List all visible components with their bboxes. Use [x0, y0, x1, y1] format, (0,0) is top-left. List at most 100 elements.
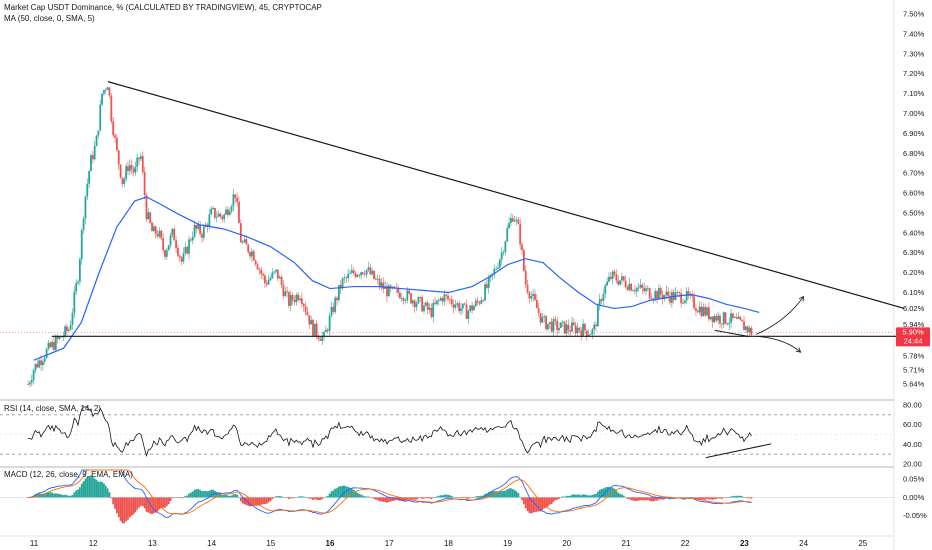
- candle-body: [267, 280, 270, 285]
- candle-body: [591, 329, 594, 335]
- candle-body: [561, 321, 564, 323]
- macd-histogram-bar: [393, 497, 396, 501]
- candle-body: [208, 214, 211, 228]
- time-axis[interactable]: 11 12 13 14 15 16 17 18 19 20 21 22 23 24 25: [30, 539, 868, 548]
- projection-down-arrow[interactable]: [756, 335, 801, 353]
- candle-body: [254, 260, 257, 265]
- macd-histogram-bar: [652, 497, 655, 502]
- macd-histogram-bar: [702, 497, 705, 500]
- macd-histogram-bar: [371, 497, 374, 498]
- macd-histogram-bar: [67, 495, 70, 498]
- candle-body: [234, 194, 237, 198]
- candle-body: [241, 242, 244, 244]
- candle-body: [563, 321, 566, 334]
- candle-body: [434, 302, 436, 304]
- candle-body: [719, 315, 721, 324]
- macd-histogram-bar: [456, 497, 459, 498]
- candle-body: [193, 225, 196, 237]
- macd-histogram-bar: [262, 497, 264, 505]
- macd-histogram-bar: [602, 488, 605, 498]
- candle-body: [478, 302, 481, 304]
- macd-histogram-bar: [251, 497, 253, 506]
- candle-body: [130, 165, 133, 169]
- candle-body: [280, 276, 283, 285]
- price-tick-label: 6.10%: [903, 288, 925, 297]
- candle-body: [158, 230, 161, 237]
- macd-histogram-bar: [713, 497, 716, 500]
- candle-body: [151, 222, 153, 232]
- macd-histogram-bar: [260, 497, 263, 505]
- macd-histogram-bar: [402, 497, 405, 502]
- macd-histogram-bar: [41, 493, 44, 498]
- date-tick-label: 11: [30, 539, 39, 548]
- macd-histogram-bar: [341, 485, 344, 498]
- macd-histogram-bar: [82, 481, 85, 498]
- candle-body: [543, 316, 546, 318]
- candle-body: [397, 287, 399, 293]
- macd-histogram-bar: [369, 497, 372, 498]
- macd-histogram-bar: [273, 497, 276, 498]
- wedge-support-trendline[interactable]: [714, 329, 748, 337]
- macd-histogram-bar: [236, 494, 239, 498]
- candle-body: [428, 307, 431, 310]
- candle-body: [493, 268, 496, 274]
- macd-histogram-bar: [354, 491, 357, 498]
- macd-histogram-bar: [308, 497, 311, 499]
- candle-body: [371, 270, 374, 275]
- macd-histogram-bar: [589, 495, 592, 498]
- candle-body: [704, 306, 707, 316]
- macd-histogram-bar: [302, 496, 305, 498]
- price-axis[interactable]: 7.50% 7.40% 7.30% 7.20% 7.10% 7.00% 6.90% 6.80%…: [903, 9, 925, 388]
- macd-tick-label: -0.05%: [903, 511, 927, 520]
- candle-body: [47, 342, 50, 350]
- macd-histogram-bar: [193, 489, 196, 498]
- rsi-trendline[interactable]: [705, 443, 772, 459]
- candle-body: [421, 297, 424, 312]
- candle-body: [149, 212, 152, 223]
- candle-body: [535, 299, 538, 309]
- candle-body: [406, 290, 409, 301]
- macd-histogram-bar: [269, 497, 272, 502]
- candle-body: [463, 303, 466, 305]
- macd-histogram-bar: [441, 495, 444, 498]
- ma-legend[interactable]: MA (50, close, 0, SMA, 5): [4, 14, 95, 23]
- candle-body: [711, 316, 714, 323]
- macd-histogram-bar: [424, 497, 427, 499]
- rsi-axis[interactable]: 80.00 60.00 40.00 20.00: [903, 400, 922, 468]
- candle-body: [448, 299, 451, 301]
- candle-body: [49, 342, 52, 348]
- candle-body: [713, 316, 716, 323]
- candle-body: [152, 226, 155, 232]
- candle-body: [447, 295, 449, 300]
- macd-histogram-bar: [639, 497, 642, 501]
- macd-legend[interactable]: MACD (12, 26, close, 9, EMA, EMA): [4, 470, 133, 479]
- candle-body: [476, 300, 479, 303]
- candle-body: [630, 283, 633, 291]
- projection-up-arrow[interactable]: [756, 296, 804, 335]
- candle-body: [117, 150, 120, 165]
- candle-body: [737, 316, 740, 319]
- macd-histogram-bar: [349, 487, 351, 498]
- candle-body: [696, 310, 699, 313]
- macd-histogram-bar: [408, 497, 411, 499]
- macd-histogram-bar: [365, 496, 368, 498]
- macd-histogram-bar: [71, 494, 74, 498]
- candle-body: [693, 296, 695, 309]
- rsi-legend[interactable]: RSI (14, close, SMA, 14, 2): [4, 404, 101, 413]
- macd-histogram-bar: [556, 497, 559, 500]
- candle-body: [624, 280, 627, 287]
- candle-body: [626, 286, 629, 291]
- macd-histogram-bar: [643, 497, 646, 501]
- macd-histogram-bar: [358, 493, 361, 498]
- candle-body: [313, 323, 316, 336]
- macd-histogram-bar: [208, 490, 211, 498]
- macd-histogram-bar: [735, 495, 738, 498]
- candle-body: [173, 228, 176, 241]
- macd-axis[interactable]: 0.05% 0.00% -0.05%: [903, 475, 927, 521]
- candle-body: [299, 298, 301, 301]
- descending-trendline[interactable]: [107, 81, 905, 310]
- macd-histogram-bar: [428, 497, 431, 499]
- candle-body: [182, 253, 185, 262]
- macd-histogram-bar: [463, 497, 466, 498]
